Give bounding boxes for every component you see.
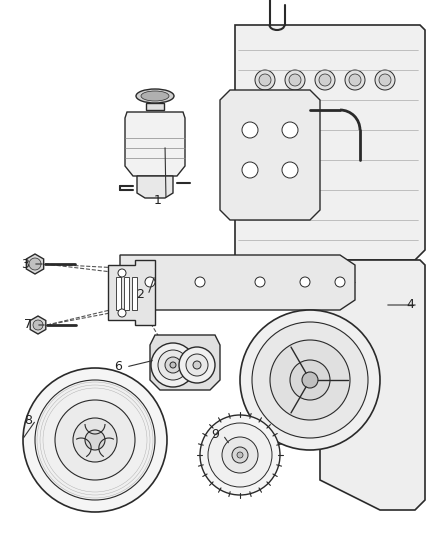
Circle shape [118, 309, 126, 317]
Circle shape [55, 400, 135, 480]
Circle shape [35, 380, 155, 500]
Text: 4: 4 [406, 298, 414, 311]
Circle shape [282, 162, 298, 178]
Text: 7: 7 [24, 319, 32, 332]
Circle shape [145, 277, 155, 287]
Circle shape [33, 320, 43, 330]
Circle shape [208, 423, 272, 487]
Circle shape [345, 70, 365, 90]
Circle shape [186, 354, 208, 376]
Text: 1: 1 [154, 193, 162, 206]
Circle shape [237, 452, 243, 458]
Text: 8: 8 [24, 414, 32, 426]
Circle shape [29, 258, 41, 270]
Circle shape [282, 122, 298, 138]
Polygon shape [220, 90, 320, 220]
Circle shape [158, 350, 188, 380]
Polygon shape [116, 277, 121, 310]
Circle shape [165, 357, 181, 373]
Circle shape [200, 415, 280, 495]
Polygon shape [132, 277, 137, 310]
Polygon shape [137, 176, 173, 198]
Circle shape [289, 74, 301, 86]
Polygon shape [108, 260, 155, 325]
Circle shape [349, 74, 361, 86]
Polygon shape [125, 112, 185, 176]
Circle shape [73, 418, 117, 462]
Circle shape [379, 74, 391, 86]
Circle shape [270, 340, 350, 420]
Circle shape [240, 310, 380, 450]
Circle shape [252, 322, 368, 438]
Circle shape [151, 343, 195, 387]
Circle shape [232, 447, 248, 463]
Text: 2: 2 [136, 288, 144, 302]
Polygon shape [120, 255, 355, 310]
Ellipse shape [141, 91, 169, 101]
Polygon shape [320, 260, 425, 510]
Polygon shape [235, 25, 425, 260]
Circle shape [23, 368, 167, 512]
Circle shape [222, 437, 258, 473]
Circle shape [335, 277, 345, 287]
Circle shape [255, 277, 265, 287]
Circle shape [242, 122, 258, 138]
Circle shape [259, 74, 271, 86]
Polygon shape [150, 335, 220, 390]
Circle shape [242, 162, 258, 178]
Circle shape [170, 362, 176, 368]
Polygon shape [30, 316, 46, 334]
Polygon shape [146, 103, 164, 110]
Text: 3: 3 [21, 257, 29, 271]
Text: 9: 9 [211, 429, 219, 441]
Circle shape [285, 70, 305, 90]
Polygon shape [124, 277, 129, 310]
Circle shape [85, 430, 105, 450]
Circle shape [290, 360, 330, 400]
Circle shape [118, 269, 126, 277]
Circle shape [300, 277, 310, 287]
Circle shape [302, 372, 318, 388]
Circle shape [375, 70, 395, 90]
Circle shape [255, 70, 275, 90]
Circle shape [193, 361, 201, 369]
Circle shape [195, 277, 205, 287]
Polygon shape [26, 254, 44, 274]
Ellipse shape [136, 89, 174, 103]
Circle shape [315, 70, 335, 90]
Circle shape [179, 347, 215, 383]
Circle shape [319, 74, 331, 86]
Text: 6: 6 [114, 360, 122, 374]
